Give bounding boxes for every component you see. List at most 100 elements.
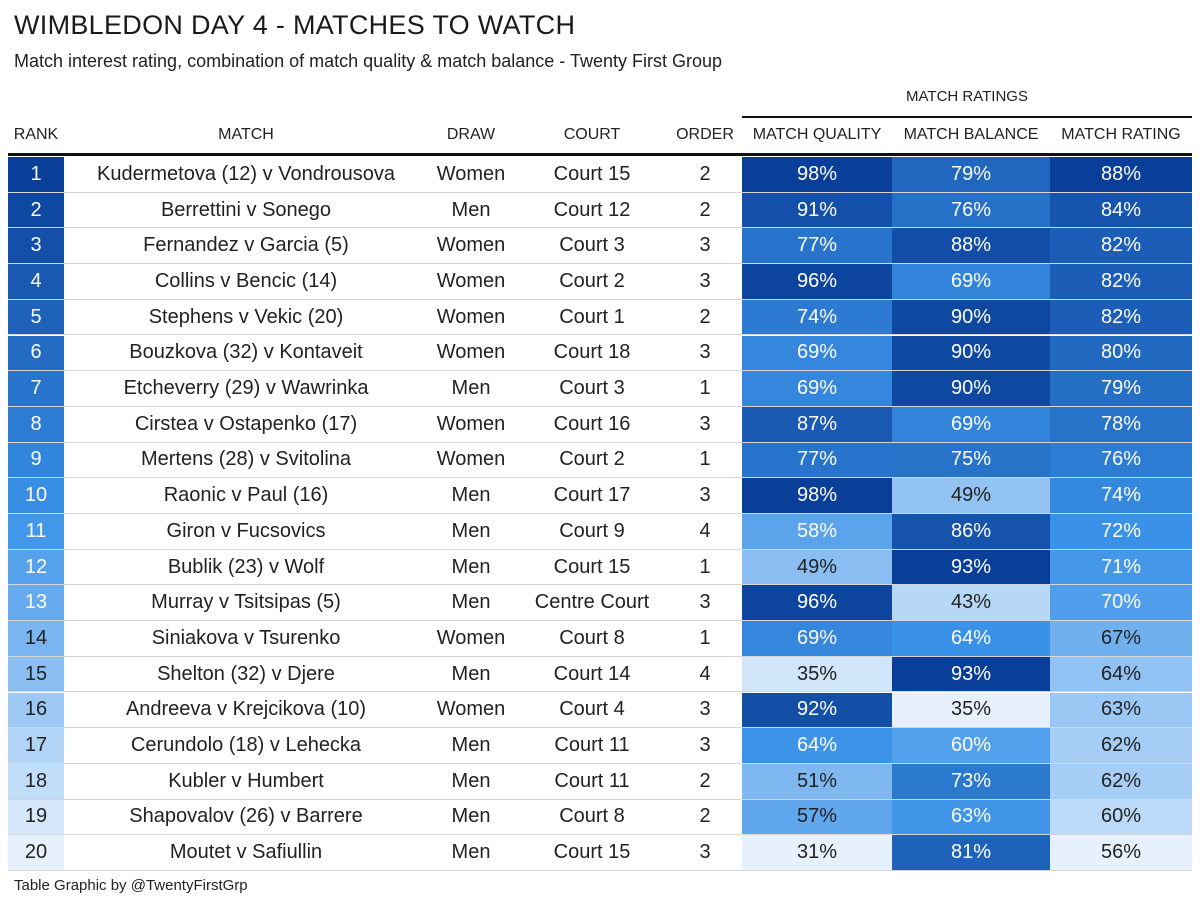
match-cell: Cerundolo (18) v Lehecka xyxy=(130,734,362,757)
match-balance-cell: 86% xyxy=(892,514,1050,549)
court-cell: Centre Court xyxy=(534,591,650,614)
order-cell: 3 xyxy=(699,591,711,614)
table-row: 10 Raonic v Paul (16) Men Court 17 3 98% 49% 74… xyxy=(8,478,1192,514)
match-balance-cell: 76% xyxy=(892,192,1050,228)
match-cell: Bublik (23) v Wolf xyxy=(167,555,325,578)
order-cell: 3 xyxy=(699,341,711,364)
col-header-court: COURT xyxy=(563,126,621,143)
match-quality-cell: 96% xyxy=(742,264,892,299)
rank-cell: 11 xyxy=(8,514,64,549)
draw-cell: Women xyxy=(436,626,506,649)
match-balance-cell: 93% xyxy=(892,656,1050,692)
draw-cell: Women xyxy=(436,305,506,328)
match-quality-cell: 77% xyxy=(742,228,892,264)
match-cell: Mertens (28) v Svitolina xyxy=(140,448,352,471)
draw-cell: Women xyxy=(436,412,506,435)
order-cell: 4 xyxy=(699,519,711,542)
court-cell: Court 15 xyxy=(553,841,631,864)
match-cell: Kubler v Humbert xyxy=(168,769,324,792)
court-cell: Court 3 xyxy=(559,377,625,400)
col-header-match: MATCH xyxy=(218,126,274,143)
order-cell: 1 xyxy=(699,448,711,471)
court-cell: Court 2 xyxy=(559,269,625,292)
draw-cell: Men xyxy=(451,662,491,685)
match-balance-cell: 69% xyxy=(892,264,1050,299)
rank-cell: 1 xyxy=(8,157,64,192)
court-cell: Court 12 xyxy=(553,198,631,221)
order-cell: 2 xyxy=(699,198,711,221)
match-cell: Cirstea v Ostapenko (17) xyxy=(134,412,358,435)
match-balance-cell: 63% xyxy=(892,799,1050,835)
court-cell: Court 1 xyxy=(559,305,625,328)
match-quality-cell: 49% xyxy=(742,549,892,585)
match-cell: Giron v Fucsovics xyxy=(166,519,326,542)
court-cell: Court 17 xyxy=(553,484,631,507)
match-cell: Siniakova v Tsurenko xyxy=(151,626,341,649)
rank-cell: 17 xyxy=(8,728,64,763)
match-cell: Collins v Bencic (14) xyxy=(154,269,338,292)
match-rating-cell: 62% xyxy=(1050,728,1192,763)
match-cell: Etcheverry (29) v Wawrinka xyxy=(123,377,369,400)
table-row: 14 Siniakova v Tsurenko Women Court 8 1 69% 64… xyxy=(8,621,1192,657)
match-cell: Berrettini v Sonego xyxy=(160,198,332,221)
table-row: 16 Andreeva v Krejcikova (10) Women Court 4… xyxy=(8,692,1192,729)
match-quality-cell: 69% xyxy=(742,621,892,656)
draw-cell: Men xyxy=(451,377,491,400)
match-rating-cell: 76% xyxy=(1050,442,1192,478)
match-rating-cell: 71% xyxy=(1050,549,1192,585)
court-cell: Court 4 xyxy=(559,698,625,721)
table-row: 3 Fernandez v Garcia (5) Women Court 3 3 77% 8… xyxy=(8,228,1192,265)
draw-cell: Men xyxy=(451,555,491,578)
match-quality-cell: 69% xyxy=(742,335,892,371)
table-row: 4 Collins v Bencic (14) Women Court 2 3 96% 69… xyxy=(8,264,1192,300)
table-row: 13 Murray v Tsitsipas (5) Men Centre Court 3… xyxy=(8,585,1192,622)
match-balance-cell: 43% xyxy=(892,585,1050,621)
col-header-match-quality: MATCH QUALITY xyxy=(752,126,882,143)
match-balance-cell: 64% xyxy=(892,621,1050,656)
match-balance-cell: 88% xyxy=(892,228,1050,264)
table-row: 7 Etcheverry (29) v Wawrinka Men Court 3 1 69… xyxy=(8,371,1192,407)
court-cell: Court 11 xyxy=(554,734,630,757)
order-cell: 3 xyxy=(699,412,711,435)
order-cell: 2 xyxy=(699,805,711,828)
match-balance-cell: 90% xyxy=(892,299,1050,335)
match-quality-cell: 91% xyxy=(742,192,892,228)
order-cell: 1 xyxy=(699,377,711,400)
rank-cell: 3 xyxy=(8,228,64,264)
match-balance-cell: 69% xyxy=(892,406,1050,442)
match-cell: Bouzkova (32) v Kontaveit xyxy=(129,341,363,364)
match-balance-cell: 79% xyxy=(892,157,1050,192)
match-quality-cell: 64% xyxy=(742,728,892,763)
match-rating-cell: 79% xyxy=(1050,371,1192,406)
rank-cell: 13 xyxy=(8,585,64,621)
match-quality-cell: 77% xyxy=(742,442,892,478)
court-cell: Court 3 xyxy=(559,234,625,257)
court-cell: Court 18 xyxy=(553,341,631,364)
rank-cell: 8 xyxy=(8,406,64,442)
table-row: 11 Giron v Fucsovics Men Court 9 4 58% 86% 72% xyxy=(8,514,1192,550)
col-header-order: ORDER xyxy=(676,126,734,143)
draw-cell: Men xyxy=(451,734,491,757)
rank-cell: 16 xyxy=(8,692,64,728)
match-quality-cell: 98% xyxy=(742,157,892,192)
match-cell: Murray v Tsitsipas (5) xyxy=(151,591,341,614)
draw-cell: Women xyxy=(436,234,506,257)
court-cell: Court 16 xyxy=(553,412,631,435)
court-cell: Court 14 xyxy=(553,662,631,685)
table-row: 12 Bublik (23) v Wolf Men Court 15 1 49% 93% 71… xyxy=(8,549,1192,586)
order-cell: 1 xyxy=(699,626,711,649)
chart-subtitle: Match interest rating, combination of ma… xyxy=(14,51,722,71)
match-rating-cell: 56% xyxy=(1050,835,1192,870)
rank-cell: 20 xyxy=(8,835,64,870)
order-cell: 3 xyxy=(699,234,711,257)
court-cell: Court 15 xyxy=(553,555,631,578)
court-cell: Court 11 xyxy=(554,769,630,792)
match-quality-cell: 98% xyxy=(742,478,892,513)
match-rating-cell: 82% xyxy=(1050,299,1192,335)
rank-cell: 2 xyxy=(8,192,64,228)
chart-title: WIMBLEDON DAY 4 - MATCHES TO WATCH xyxy=(14,10,576,40)
col-header-rank: RANK xyxy=(13,126,59,143)
table-row: 20 Moutet v Safiullin Men Court 15 3 31% 81% 56… xyxy=(8,835,1192,871)
match-balance-cell: 73% xyxy=(892,763,1050,799)
match-rating-cell: 84% xyxy=(1050,192,1192,228)
